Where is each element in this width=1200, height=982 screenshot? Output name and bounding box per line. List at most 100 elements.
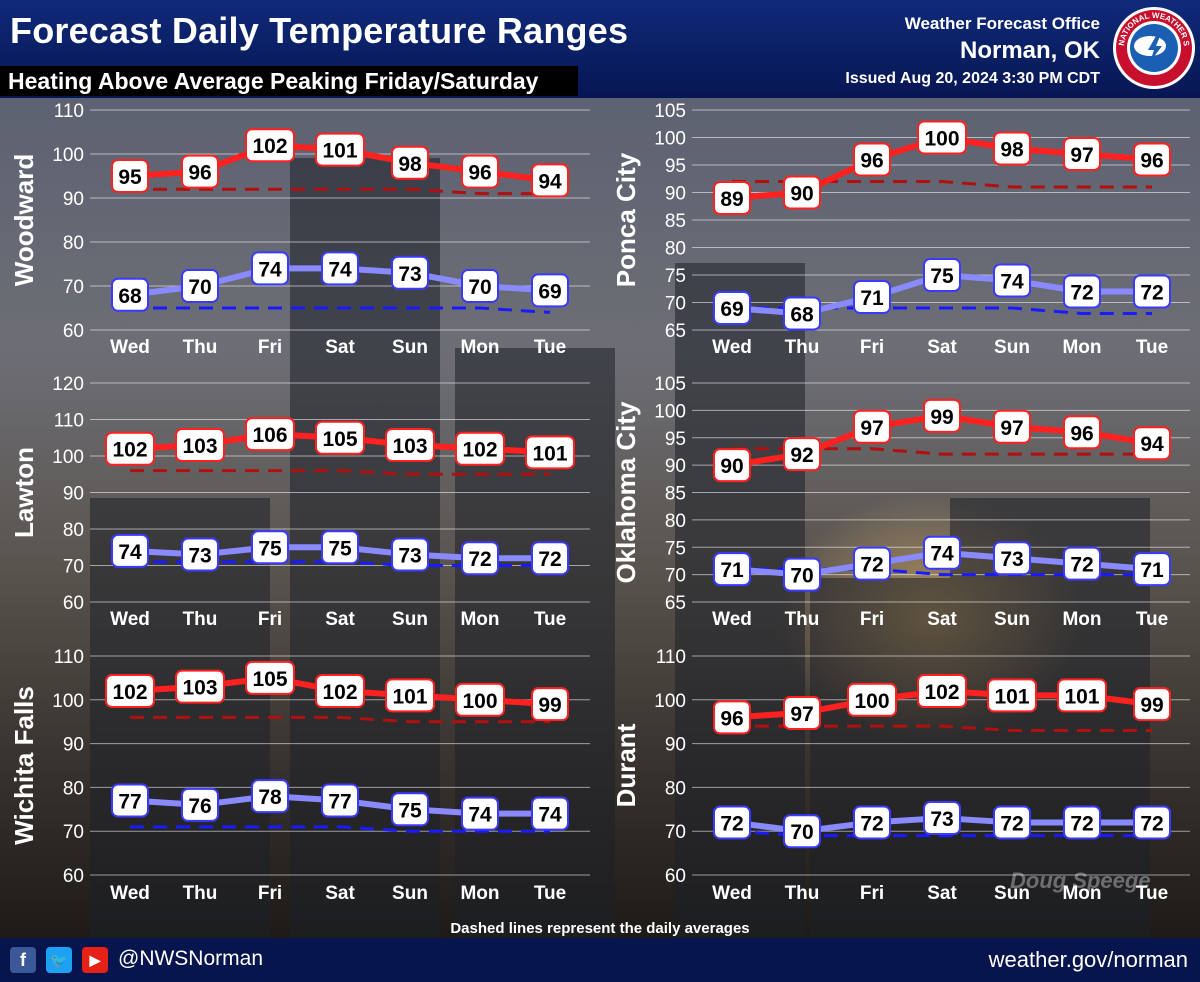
high-value-box: [105, 674, 155, 709]
y-tick-label: 100: [654, 129, 686, 150]
high-value-label: 94: [1140, 433, 1164, 456]
low-value-label: 72: [860, 554, 883, 577]
high-value-box: [987, 678, 1037, 713]
low-value-box: [853, 805, 891, 840]
x-tick-label: Fri: [258, 883, 282, 904]
x-tick-label: Thu: [785, 337, 820, 358]
twitter-icon[interactable]: 🐦: [46, 947, 72, 973]
high-value-label: 97: [1070, 144, 1093, 167]
low-value-box: [111, 533, 149, 568]
y-tick-label: 80: [63, 520, 84, 541]
high-value-box: [175, 669, 225, 704]
chart-panel: 60 70 80 90 100 110 Wed Thu Fri Sat Sun Mon Tue Wichi…: [9, 647, 590, 904]
x-tick-label: Sat: [325, 609, 355, 630]
low-value-label: 73: [398, 263, 421, 286]
high-value-label: 103: [182, 677, 217, 700]
y-tick-label: 85: [665, 484, 686, 505]
low-value-label: 71: [860, 287, 884, 310]
low-value-box: [993, 805, 1031, 840]
y-tick-label: 85: [665, 211, 686, 232]
high-value-label: 97: [1000, 417, 1023, 440]
y-tick-label: 80: [665, 778, 686, 799]
high-average-line: [130, 469, 550, 476]
low-value-box: [783, 296, 821, 331]
footnote: Dashed lines represent the daily average…: [450, 920, 750, 937]
y-tick-label: 110: [656, 647, 686, 668]
low-value-label: 72: [1140, 812, 1163, 835]
low-value-box: [181, 269, 219, 303]
high-value-box: [1057, 678, 1107, 713]
low-value-box: [391, 792, 429, 827]
y-tick-label: 65: [665, 321, 686, 342]
website-link[interactable]: weather.gov/norman: [988, 947, 1188, 972]
high-value-box: [783, 175, 821, 210]
x-tick-label: Sun: [392, 609, 428, 630]
y-tick-label: 95: [665, 429, 686, 450]
high-value-label: 101: [392, 685, 427, 708]
low-value-box: [713, 552, 751, 587]
x-tick-label: Tue: [1136, 883, 1168, 904]
low-value-label: 75: [328, 537, 352, 560]
low-value-label: 77: [328, 791, 351, 814]
header-banner: Forecast Daily Temperature Ranges Heatin…: [0, 0, 1200, 98]
high-value-label: 99: [538, 694, 561, 717]
high-value-label: 102: [112, 439, 147, 462]
youtube-icon[interactable]: ▶: [82, 947, 108, 973]
low-value-box: [391, 537, 429, 572]
low-value-label: 72: [1000, 812, 1023, 835]
low-value-label: 74: [118, 541, 142, 564]
x-tick-label: Thu: [183, 883, 218, 904]
low-value-box: [1063, 274, 1101, 309]
high-value-box: [315, 132, 365, 167]
low-value-label: 72: [1070, 554, 1093, 577]
low-value-label: 74: [468, 804, 492, 827]
high-value-label: 102: [924, 681, 959, 704]
high-value-label: 101: [532, 442, 567, 465]
high-value-box: [713, 700, 751, 735]
y-tick-label: 90: [63, 189, 84, 210]
y-tick-label: 60: [63, 321, 84, 342]
low-value-box: [181, 537, 219, 572]
x-tick-label: Fri: [258, 609, 282, 630]
low-value-box: [783, 814, 821, 849]
y-tick-label: 75: [665, 266, 686, 287]
high-value-box: [455, 431, 505, 466]
high-value-label: 100: [924, 128, 959, 151]
low-value-box: [853, 280, 891, 314]
high-value-label: 102: [322, 681, 357, 704]
low-value-label: 69: [538, 280, 561, 303]
low-value-box: [321, 251, 359, 286]
low-value-box: [321, 530, 359, 565]
low-value-label: 68: [790, 304, 814, 327]
y-tick-label: 80: [665, 239, 686, 260]
y-tick-label: 100: [52, 691, 84, 712]
y-tick-label: 60: [665, 866, 686, 887]
high-value-label: 100: [462, 690, 497, 713]
x-tick-label: Tue: [534, 609, 566, 630]
page-title: Forecast Daily Temperature Ranges: [10, 10, 629, 51]
high-value-box: [455, 682, 505, 717]
high-value-box: [385, 678, 435, 713]
office-location: Norman, OK: [959, 37, 1100, 64]
x-tick-label: Sat: [927, 883, 957, 904]
high-value-box: [315, 420, 365, 455]
x-tick-label: Thu: [183, 609, 218, 630]
x-tick-label: Tue: [1136, 609, 1168, 630]
subtitle-bar: Heating Above Average Peaking Friday/Sat…: [0, 66, 578, 96]
x-tick-label: Wed: [110, 337, 150, 358]
facebook-icon[interactable]: f: [10, 947, 36, 973]
low-value-box: [321, 783, 359, 818]
x-tick-label: Fri: [860, 337, 884, 358]
low-value-box: [531, 541, 569, 576]
y-tick-label: 100: [654, 401, 686, 422]
high-value-label: 101: [322, 140, 357, 163]
city-label: Lawton: [9, 447, 39, 538]
y-tick-label: 95: [665, 156, 686, 177]
low-value-box: [531, 796, 569, 831]
low-value-label: 70: [468, 276, 491, 299]
low-value-label: 73: [398, 545, 421, 568]
x-tick-label: Sun: [994, 337, 1030, 358]
social-handle[interactable]: @NWSNorman: [118, 947, 264, 970]
chart-panel: 60 70 80 90 100 110 Wed Thu Fri Sat Sun Mon Tue Duran…: [611, 647, 1190, 904]
low-value-label: 72: [1070, 812, 1093, 835]
